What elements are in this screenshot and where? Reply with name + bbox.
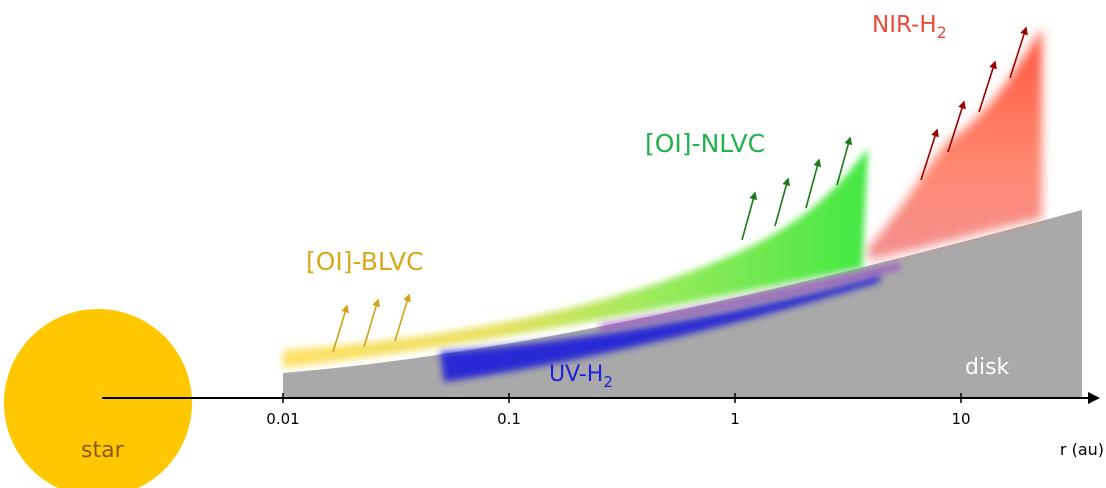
blvc-arrow-icon [332,304,349,353]
nir-h2-arrow-icon [1009,26,1028,79]
oi-blvc-region [283,148,868,368]
blvc-arrow-icon [394,293,411,342]
blvc-arrow-icon [363,298,381,348]
uv-h2-region [440,275,880,382]
uv-h2-label-sub: 2 [603,373,613,391]
tick-label-0-01: 0.01 [266,410,299,428]
nir-h2-label: NIR-H2 [872,12,947,42]
tick-label-1: 1 [730,410,740,428]
nlvc-arrows [741,136,853,241]
disk-shape [283,210,1082,398]
tick-label-0-1: 0.1 [497,410,521,428]
tick-label-10: 10 [951,410,970,428]
r-axis-arrowhead [1088,392,1100,404]
nir-h2-region [868,28,1042,260]
nir-h2-arrow-icon [920,128,939,181]
nir-h2-label-main: NIR-H [872,12,937,38]
nir-h2-arrow-icon [978,60,997,113]
star-circle [4,309,192,488]
oi-nlvc-label: [OI]-NLVC [645,129,765,158]
nlvc-arrow-icon [836,136,853,186]
nir-h2-arrows [920,26,1028,181]
oi-blvc-label: [OI]-BLVC [306,247,424,276]
axis-label-r-au: r (au) [1060,440,1104,459]
nlvc-arrow-icon [741,191,758,241]
nir-h2-arrow-icon [947,100,966,153]
star-label: star [81,438,125,463]
nir-h2-label-sub: 2 [937,23,947,42]
uv-h2-label: UV-H2 [549,362,613,391]
nlvc-arrow-icon [805,158,822,209]
uv-h2-label-main: UV-H [549,362,603,387]
disk-label: disk [965,355,1010,380]
nlvc-arrow-icon [774,177,791,227]
uv-h2-purple-edge [599,262,901,332]
blvc-arrows [332,293,411,353]
